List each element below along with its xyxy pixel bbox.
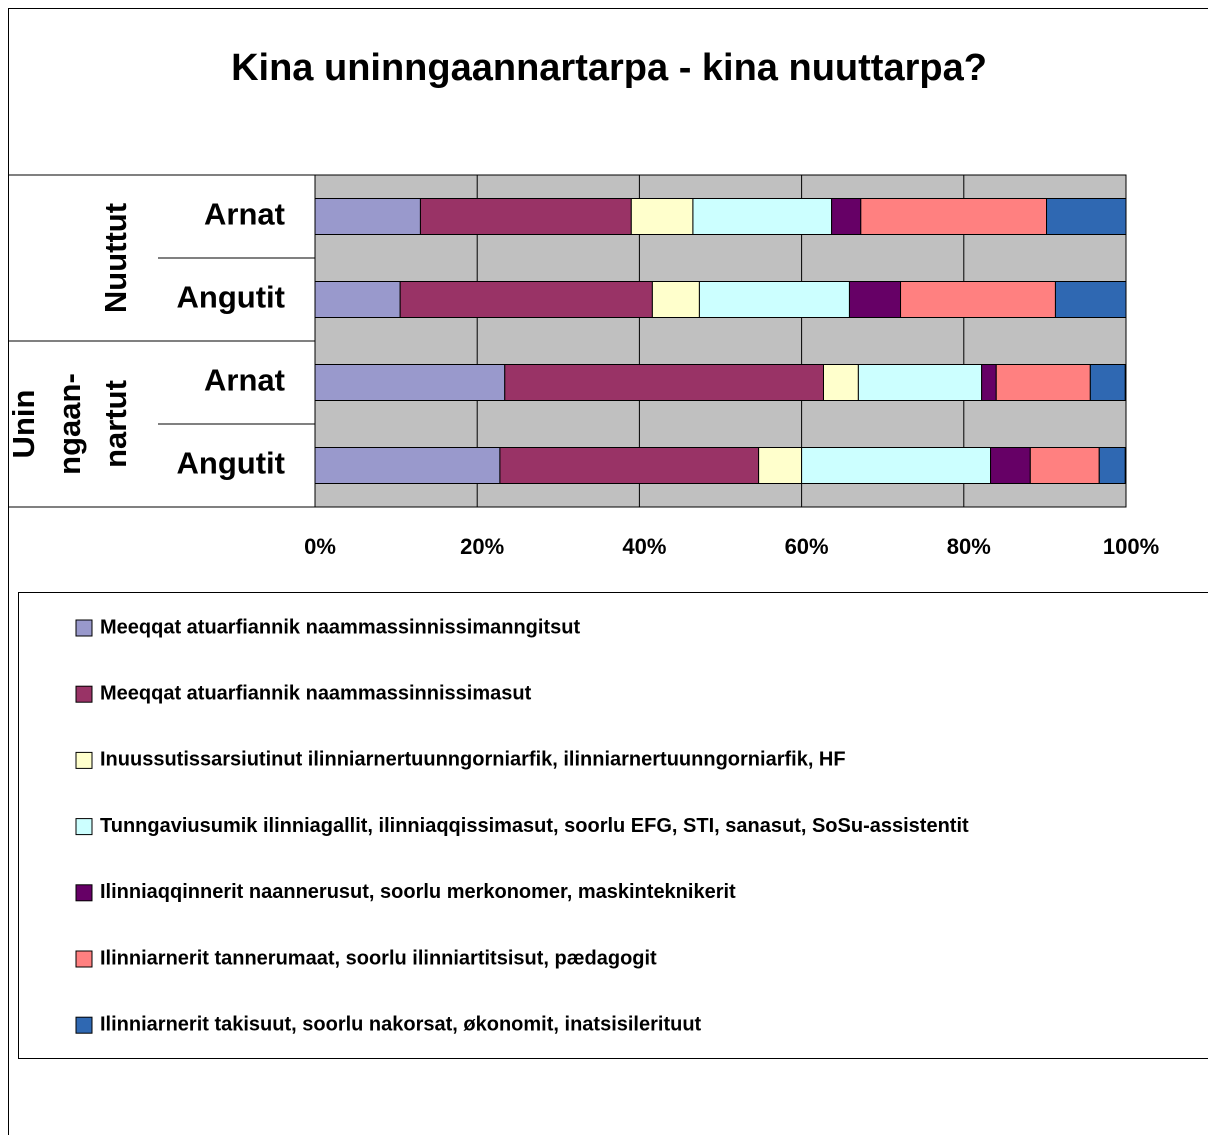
bar-segment <box>699 282 849 318</box>
legend-label: Ilinniaqqinnerit naannerusut, soorlu mer… <box>100 881 736 903</box>
bar-segment <box>759 448 802 484</box>
bar-segment <box>802 448 991 484</box>
group-label: Nuuttut <box>98 203 133 313</box>
legend-label: Meeqqat atuarfiannik naammassinnissimann… <box>100 616 580 638</box>
bar-segment <box>315 282 400 318</box>
category-label: Arnat <box>204 197 285 232</box>
bar-segment <box>901 282 1056 318</box>
bar-segment <box>315 365 505 401</box>
chart-title: Kina uninngaannartarpa - kina nuuttarpa? <box>231 47 987 89</box>
bar-segment <box>849 282 900 318</box>
bar-segment <box>631 199 693 235</box>
bar-segment <box>500 448 759 484</box>
bar-segment <box>420 199 631 235</box>
legend-swatch <box>76 1017 92 1033</box>
bar-segment <box>315 448 500 484</box>
bar-segment <box>652 282 699 318</box>
x-tick-label: 20% <box>460 534 504 559</box>
bar-segment <box>996 365 1090 401</box>
bar-segment <box>823 365 858 401</box>
legend-label: Inuussutissarsiutinut ilinniarnertuunngo… <box>100 749 846 771</box>
bar-segment <box>400 282 652 318</box>
bar-segment <box>991 448 1031 484</box>
bar-segment <box>1030 448 1099 484</box>
bar-segment <box>858 365 981 401</box>
category-label: Angutit <box>177 280 285 315</box>
group-label: Unin <box>6 390 41 459</box>
legend-label: Ilinniarnerit takisuut, soorlu nakorsat,… <box>100 1013 702 1035</box>
bar-segment <box>1047 199 1126 235</box>
bar-segment <box>832 199 861 235</box>
category-label: Angutit <box>177 446 285 481</box>
group-label: nartut <box>98 380 133 468</box>
legend-swatch <box>76 819 92 835</box>
bar-segment <box>1090 365 1125 401</box>
x-tick-label: 60% <box>785 534 829 559</box>
bar-segment <box>1099 448 1125 484</box>
legend-swatch <box>76 620 92 636</box>
x-tick-label: 0% <box>304 534 336 559</box>
x-tick-label: 100% <box>1103 534 1159 559</box>
group-label: ngaan- <box>52 373 87 475</box>
bar-segment <box>693 199 832 235</box>
legend-label: Ilinniarnerit tannerumaat, soorlu ilinni… <box>100 947 657 969</box>
legend-label: Meeqqat atuarfiannik naammassinnissimasu… <box>100 682 532 704</box>
bar-segment <box>1055 282 1126 318</box>
category-label: Arnat <box>204 363 285 398</box>
legend-swatch <box>76 885 92 901</box>
bar-segment <box>505 365 824 401</box>
x-tick-label: 80% <box>947 534 991 559</box>
legend-swatch <box>76 752 92 768</box>
legend-swatch <box>76 686 92 702</box>
bar-segment <box>982 365 997 401</box>
bar-segment <box>315 199 420 235</box>
x-tick-label: 40% <box>622 534 666 559</box>
bar-segment <box>861 199 1047 235</box>
legend-swatch <box>76 951 92 967</box>
legend-label: Tunngaviusumik ilinniagallit, ilinniaqqi… <box>100 815 969 837</box>
